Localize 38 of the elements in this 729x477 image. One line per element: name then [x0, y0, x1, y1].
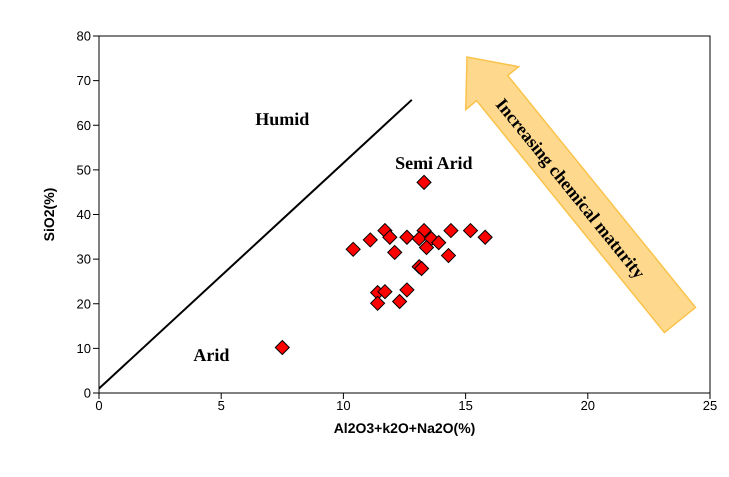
point: [370, 296, 386, 311]
x-tick-label: 15: [458, 398, 473, 414]
y-tick-label: 80: [76, 28, 91, 44]
y-tick-label: 40: [76, 207, 91, 222]
y-tick-label: 50: [76, 162, 91, 178]
point: [431, 235, 446, 250]
point: [399, 230, 414, 245]
point: [440, 248, 456, 264]
point: [387, 244, 402, 260]
point: [412, 231, 427, 246]
y-tick-label: 0: [84, 386, 91, 401]
x-tick-label: 5: [218, 398, 225, 414]
point: [418, 240, 434, 256]
y-tick-label: 70: [76, 73, 91, 88]
annotation: Semi Arid: [395, 153, 473, 174]
y-tick-label: 20: [76, 296, 91, 312]
x-tick-label: 10: [336, 398, 351, 414]
x-tick-label: 25: [702, 398, 718, 414]
point: [399, 282, 414, 298]
y-tick-label: 10: [76, 340, 91, 356]
point: [274, 340, 290, 355]
point: [416, 174, 432, 190]
y-axis-title: SiO2(%): [40, 188, 57, 242]
annotation: Arid: [193, 345, 230, 366]
point: [346, 242, 361, 257]
y-tick-label: 30: [76, 252, 91, 267]
point: [362, 232, 378, 248]
annotation: Humid: [255, 109, 310, 130]
x-tick-label: 0: [95, 398, 103, 414]
point: [377, 284, 392, 300]
point: [392, 294, 408, 310]
point: [478, 230, 493, 245]
point: [462, 223, 478, 238]
x-axis-title: Al2O3+k2O+Na2O(%): [334, 420, 476, 436]
point: [382, 230, 398, 245]
y-tick-label: 60: [76, 118, 91, 133]
point: [443, 223, 458, 238]
x-tick-label: 20: [580, 398, 596, 414]
